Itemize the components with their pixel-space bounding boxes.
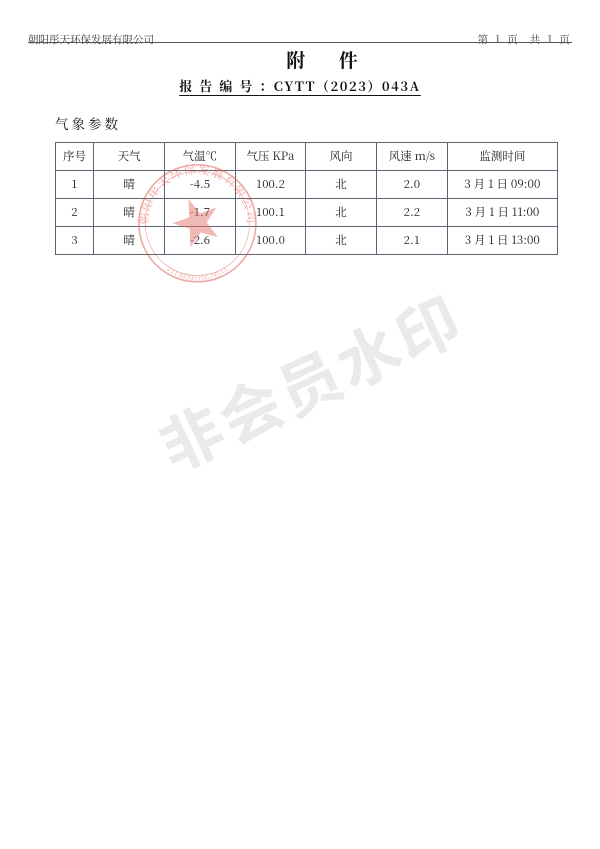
svg-text:2113030010679511: 2113030010679511 [165, 263, 229, 282]
